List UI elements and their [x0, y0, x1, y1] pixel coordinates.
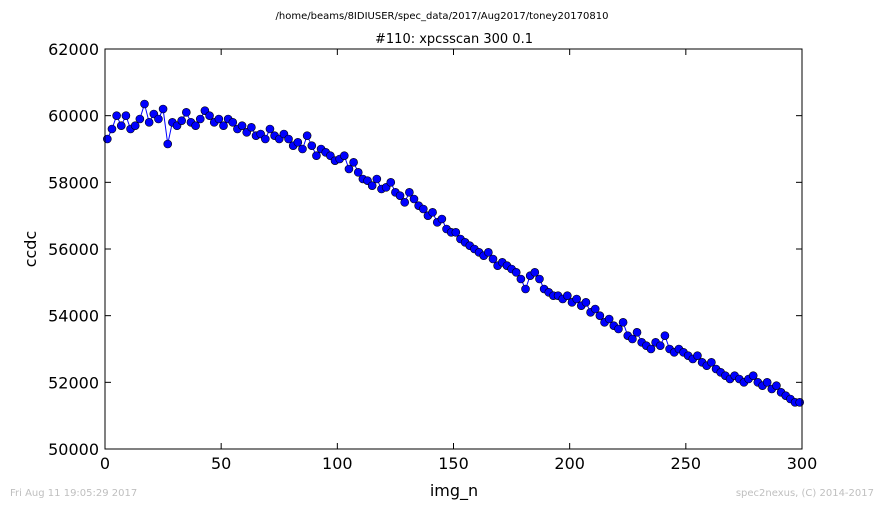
data-point: [530, 268, 540, 277]
data-point: [182, 108, 191, 117]
data-point: [140, 99, 149, 109]
data-point: [367, 181, 377, 190]
data-point: [344, 164, 354, 174]
data-point: [293, 138, 303, 147]
data-point: [535, 274, 544, 284]
data-point: [614, 324, 623, 334]
data-point: [130, 121, 140, 130]
data-point: [302, 131, 312, 140]
data-point: [191, 121, 200, 130]
data-point: [632, 328, 642, 337]
data-point: [349, 158, 358, 167]
data-point: [437, 214, 447, 224]
series-layer: [103, 99, 804, 407]
data-point: [372, 174, 382, 184]
data-point: [312, 151, 321, 160]
data-point: [265, 124, 275, 134]
data-point: [693, 351, 702, 360]
y-tick-label: 56000: [48, 240, 99, 259]
data-point: [154, 114, 163, 124]
x-tick-label: 300: [787, 454, 818, 473]
data-point: [748, 371, 758, 380]
data-point: [163, 139, 173, 149]
x-tick-label: 100: [322, 454, 353, 473]
data-point: [395, 191, 405, 200]
plot-area: [105, 49, 802, 449]
data-point: [307, 141, 317, 150]
data-point: [521, 284, 530, 294]
data-point: [604, 314, 614, 324]
data-point: [772, 381, 781, 390]
data-point: [590, 304, 600, 314]
data-point: [660, 331, 670, 340]
data-point: [451, 228, 461, 237]
x-tick-label: 150: [438, 454, 469, 473]
data-point: [205, 111, 214, 120]
data-point: [409, 194, 419, 204]
data-point: [195, 114, 205, 124]
data-point: [488, 254, 498, 264]
data-point: [511, 268, 521, 277]
data-point: [107, 124, 117, 134]
data-point: [339, 151, 349, 160]
data-point: [563, 291, 572, 300]
data-point: [428, 208, 437, 217]
data-point: [762, 378, 772, 387]
chart-title: #110: xpcsscan 300 0.1: [375, 32, 533, 47]
y-tick-label: 54000: [48, 307, 99, 326]
data-point: [595, 311, 605, 320]
data-point: [237, 121, 247, 130]
data-point: [158, 104, 168, 114]
data-point: [261, 134, 270, 144]
data-point: [628, 334, 637, 344]
tick-layer: 0 50 100 150 200 250 300 50000 52000 54000 56000 58…: [48, 40, 817, 473]
y-tick-label: 58000: [48, 173, 99, 192]
data-point: [135, 114, 145, 124]
data-point: [219, 121, 228, 130]
data-point: [144, 118, 154, 127]
data-point: [405, 188, 414, 197]
data-point: [418, 204, 428, 214]
x-tick-label: 50: [211, 454, 231, 473]
data-point: [707, 358, 716, 367]
x-tick-label: 0: [100, 454, 110, 473]
y-axis-label: ccdc: [21, 231, 40, 268]
y-tick-label: 52000: [48, 373, 99, 392]
data-point: [386, 178, 396, 187]
data-point: [116, 121, 126, 130]
y-tick-label: 62000: [48, 40, 99, 59]
data-point: [618, 318, 628, 327]
data-point: [121, 111, 131, 120]
data-point: [298, 144, 307, 154]
data-point: [581, 298, 591, 307]
x-tick-label: 200: [554, 454, 585, 473]
data-point: [646, 344, 656, 354]
data-point: [112, 111, 121, 120]
data-point: [516, 274, 526, 284]
data-point: [177, 116, 186, 125]
data-point: [484, 248, 493, 257]
data-point: [400, 198, 410, 207]
file-path-header: /home/beams/8IDIUSER/spec_data/2017/Aug2…: [276, 11, 609, 22]
data-point: [214, 114, 224, 124]
footer-timestamp: Fri Aug 11 19:05:29 2017: [10, 488, 138, 499]
data-point: [353, 168, 363, 177]
y-tick-label: 60000: [48, 107, 99, 126]
data-point: [655, 341, 665, 350]
x-axis-label: img_n: [430, 481, 478, 501]
y-tick-label: 50000: [48, 440, 99, 459]
data-point: [572, 294, 581, 304]
x-tick-label: 250: [671, 454, 702, 473]
footer-credit: spec2nexus, (C) 2014-2017: [735, 488, 874, 499]
data-point: [284, 134, 293, 144]
data-point: [247, 123, 256, 132]
data-point: [228, 118, 238, 127]
